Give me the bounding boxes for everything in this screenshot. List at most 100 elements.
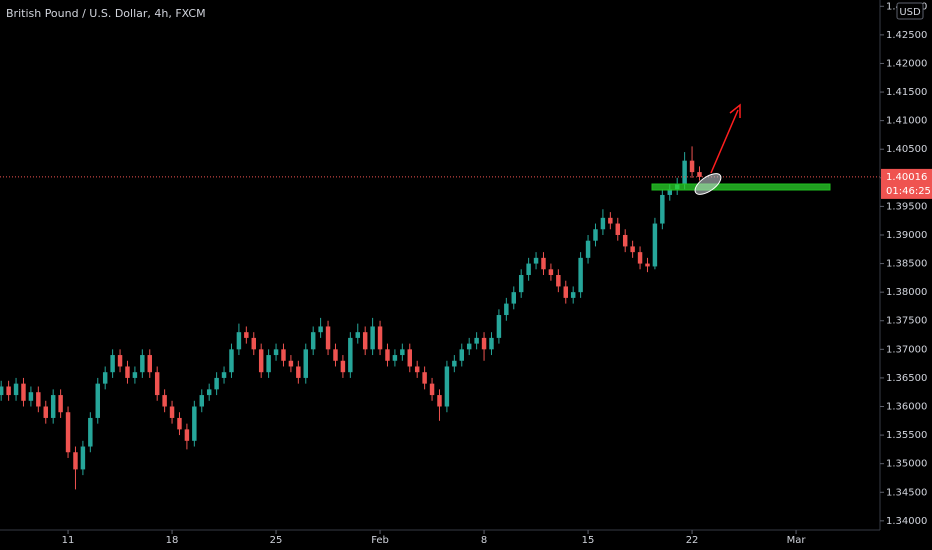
candle-body xyxy=(0,386,4,396)
candle-body xyxy=(281,349,286,361)
candle-body xyxy=(385,349,390,361)
x-tick-label: 8 xyxy=(481,535,487,546)
candle-body xyxy=(333,349,338,361)
candle-body xyxy=(689,160,695,173)
candle-body xyxy=(563,286,568,298)
candle-body xyxy=(325,326,331,350)
candle-body xyxy=(615,223,620,235)
x-tick-label: 18 xyxy=(166,535,179,546)
candle-body xyxy=(466,343,472,350)
y-tick-label: 1.39000 xyxy=(886,230,927,241)
candle-body xyxy=(102,372,108,384)
candle-body xyxy=(221,372,227,378)
candle-body xyxy=(392,355,398,361)
candle-body xyxy=(637,252,643,264)
y-tick-label: 1.34000 xyxy=(886,516,927,527)
x-tick-label: 22 xyxy=(686,535,699,546)
candle-body xyxy=(177,417,182,430)
candle-body xyxy=(147,355,152,373)
candle-body xyxy=(251,337,256,350)
candle-body xyxy=(452,360,457,367)
candle-body xyxy=(407,349,412,367)
candle-body xyxy=(533,257,539,264)
y-tick-label: 1.36000 xyxy=(886,402,927,413)
candle-body xyxy=(288,360,294,367)
candle-body xyxy=(13,383,19,396)
drawings xyxy=(651,103,831,195)
candle-body xyxy=(162,395,167,407)
y-tick-label: 1.37500 xyxy=(886,316,927,327)
candle-body xyxy=(58,395,63,413)
candle-body xyxy=(229,349,234,373)
candle-body xyxy=(258,349,264,373)
candle-body xyxy=(481,337,487,350)
candle-body xyxy=(95,383,100,418)
x-tick-label: 11 xyxy=(62,535,75,546)
y-tick-label: 1.39500 xyxy=(886,201,927,212)
candle-body xyxy=(660,194,665,224)
candle-body xyxy=(459,349,464,361)
candle-body xyxy=(192,406,197,441)
candle-body xyxy=(266,355,271,373)
candle-body xyxy=(110,355,115,373)
candle-body xyxy=(474,337,479,344)
y-tick-label: 1.41000 xyxy=(886,116,927,127)
x-tick-label: Mar xyxy=(787,535,807,546)
currency-box xyxy=(896,2,924,20)
candle-body xyxy=(585,240,591,258)
candle-body xyxy=(414,366,420,373)
candle-body xyxy=(370,326,375,350)
candle-body xyxy=(444,366,450,407)
y-tick-label: 1.35500 xyxy=(886,430,927,441)
y-tick-label: 1.34500 xyxy=(886,487,927,498)
candle-body xyxy=(6,386,11,396)
y-tick-label: 1.42500 xyxy=(886,30,927,41)
candle-body xyxy=(236,332,242,350)
candle-body xyxy=(511,292,516,304)
highlight-ellipse xyxy=(694,173,722,195)
support-zone xyxy=(651,183,831,191)
y-tick-label: 1.38000 xyxy=(886,287,927,298)
candle-body xyxy=(340,360,346,373)
y-tick-label: 1.36500 xyxy=(886,373,927,384)
candle-body xyxy=(429,383,435,396)
currency-label: USD xyxy=(899,7,921,18)
candle-body xyxy=(43,406,48,418)
candle-body xyxy=(140,355,145,373)
candle-body xyxy=(355,332,360,338)
axes: 1.34000 1.34500 1.35000 1.35500 1.36000 1.365… xyxy=(62,1,932,546)
candle-body xyxy=(556,275,561,287)
candle-body xyxy=(318,326,323,333)
candle-body xyxy=(125,366,130,378)
candle-body xyxy=(400,349,405,356)
candle-body xyxy=(578,257,583,293)
candle-body xyxy=(422,372,427,384)
candle-body xyxy=(667,189,672,195)
arrow-head xyxy=(729,103,741,118)
candle-body xyxy=(489,337,494,350)
candle-body xyxy=(541,257,546,270)
candle-body xyxy=(622,234,628,247)
countdown-label: 01:46:25 xyxy=(886,186,931,197)
candle-body xyxy=(518,275,524,293)
candle-body xyxy=(273,349,279,356)
candle-body xyxy=(154,372,160,396)
candle-body xyxy=(132,372,138,378)
x-tick-label: Feb xyxy=(371,535,389,546)
x-tick-label: 25 xyxy=(270,535,283,546)
last-price-box xyxy=(881,168,932,199)
candle-body xyxy=(50,395,56,418)
candle-body xyxy=(548,269,554,276)
candle-body xyxy=(526,263,531,276)
plot-area xyxy=(0,146,880,490)
candle-body xyxy=(652,223,658,267)
candle-body xyxy=(570,292,576,298)
candle-body xyxy=(697,172,702,177)
candle-body xyxy=(199,395,204,407)
candle-body xyxy=(117,355,123,367)
candle-body xyxy=(244,332,249,338)
candle-body xyxy=(21,383,26,401)
candle-body xyxy=(303,349,308,378)
